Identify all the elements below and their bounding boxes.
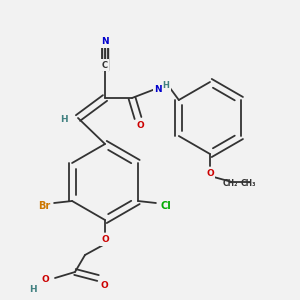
- Text: N: N: [101, 38, 109, 46]
- Text: O: O: [136, 122, 144, 130]
- Text: Br: Br: [38, 201, 50, 211]
- Text: O: O: [206, 169, 214, 178]
- Text: C: C: [102, 61, 108, 70]
- Text: O: O: [41, 275, 49, 284]
- Text: O: O: [101, 236, 109, 244]
- Text: O: O: [100, 281, 108, 290]
- Text: H: H: [163, 82, 170, 91]
- Text: Cl: Cl: [160, 201, 171, 211]
- Text: H: H: [60, 116, 68, 124]
- Text: N: N: [154, 85, 162, 94]
- Text: CH₂: CH₂: [222, 178, 238, 188]
- Text: CH₃: CH₃: [240, 178, 256, 188]
- Text: H: H: [29, 286, 37, 295]
